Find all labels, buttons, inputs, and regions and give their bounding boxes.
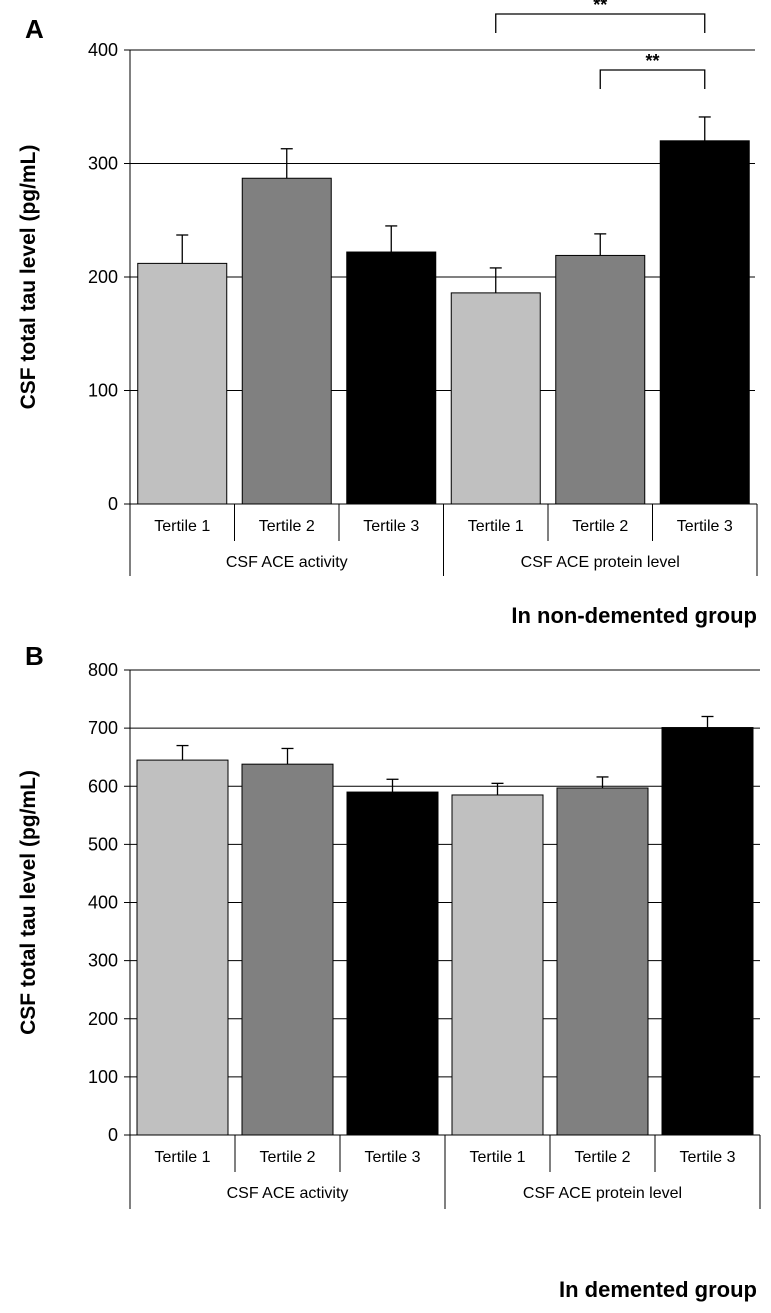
x-group-label: CSF ACE protein level [521, 554, 680, 571]
x-tick-label: Tertile 2 [574, 1149, 630, 1166]
y-tick-label: 100 [88, 381, 118, 401]
chart-caption: In demented group [559, 1277, 757, 1302]
y-tick-label: 700 [88, 718, 118, 738]
bar [346, 251, 437, 505]
x-group-label: CSF ACE activity [226, 554, 348, 571]
x-tick-label: Tertile 3 [363, 518, 419, 535]
significance-bracket [599, 69, 706, 89]
bar [241, 763, 334, 1136]
chart-caption: In non-demented group [511, 603, 757, 628]
chart-panel-a: A CSF total tau level (pg/mL) 0 100 200 300 40… [17, 0, 758, 628]
x-tick-label: Tertile 2 [259, 1149, 315, 1166]
y-tick-label: 100 [88, 1067, 118, 1087]
x-tick-label: Tertile 3 [364, 1149, 420, 1166]
chart-panel-b: B CSF total tau level (pg/mL) 0 100 200 300 40… [17, 641, 761, 1302]
y-axis-label: CSF total tau level (pg/mL) [17, 770, 40, 1035]
bar [137, 262, 228, 505]
x-tick-label: Tertile 3 [677, 518, 733, 535]
x-tick-label: Tertile 2 [572, 518, 628, 535]
panel-label: B [25, 641, 44, 671]
x-tick-label: Tertile 1 [468, 518, 524, 535]
y-tick-label: 0 [108, 494, 118, 514]
bar [346, 791, 439, 1136]
bar [556, 787, 649, 1136]
significance-label: ** [593, 0, 607, 15]
bar [555, 254, 646, 505]
y-axis-label: CSF total tau level (pg/mL) [17, 145, 40, 410]
x-tick-label: Tertile 2 [259, 518, 315, 535]
y-tick-label: 400 [88, 40, 118, 60]
y-tick-label: 800 [88, 660, 118, 680]
bar [451, 794, 544, 1136]
y-tick-label: 200 [88, 267, 118, 287]
y-tick-label: 300 [88, 951, 118, 971]
bar [136, 759, 229, 1136]
significance-bracket [495, 13, 706, 33]
y-tick-label: 400 [88, 893, 118, 913]
y-tick-label: 600 [88, 776, 118, 796]
x-tick-label: Tertile 3 [679, 1149, 735, 1166]
x-tick-label: Tertile 1 [154, 1149, 210, 1166]
y-tick-label: 0 [108, 1125, 118, 1145]
y-tick-label: 200 [88, 1009, 118, 1029]
x-tick-label: Tertile 1 [154, 518, 210, 535]
y-tick-label: 500 [88, 834, 118, 854]
x-group-label: CSF ACE activity [227, 1185, 349, 1202]
bar [450, 292, 541, 505]
x-group-label: CSF ACE protein level [523, 1185, 682, 1202]
bar [661, 727, 754, 1136]
x-tick-label: Tertile 1 [469, 1149, 525, 1166]
bar [241, 177, 332, 505]
y-tick-label: 300 [88, 154, 118, 174]
bar [659, 140, 750, 505]
significance-label: ** [645, 51, 659, 71]
panel-label: A [25, 14, 44, 44]
